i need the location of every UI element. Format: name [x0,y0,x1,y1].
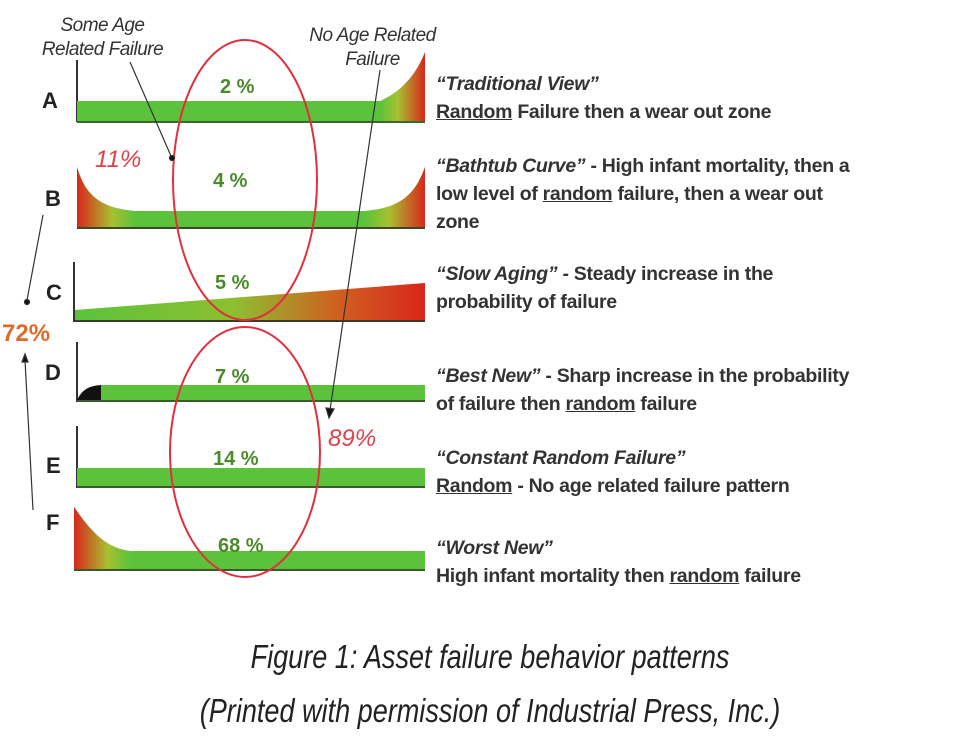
pattern-d-curve [76,342,425,402]
pattern-letter-d: D [45,360,61,385]
desc-segment: failure, then a wear out [612,183,823,205]
pattern-description-a: “Traditional View” Random Failure then a… [436,70,771,126]
pattern-description-e: “Constant Random Failure” Random - No ag… [436,444,790,500]
pattern-description-d: “Best New” - Sharp increase in the proba… [436,362,849,418]
desc-segment: - No age related failure pattern [512,475,790,497]
desc-segment: random [669,565,740,587]
pattern-letter-c: C [46,280,62,305]
pattern-percent-e: 14 % [213,448,259,470]
desc-segment: low level of [436,183,543,205]
pattern-f-curve [74,507,425,571]
desc-segment: random [565,393,636,415]
pattern-description-b: “Bathtub Curve” - High infant mortality,… [436,152,850,236]
pattern-percent-c: 5 % [215,272,250,294]
pattern-description-f: “Worst New” High infant mortality then r… [436,534,801,590]
desc-segment: Random [436,101,513,123]
annotation-line: Failure [345,49,400,70]
pattern-letter-e: E [46,453,61,478]
age-related-percent: 11% [95,146,142,173]
pattern-description-c: “Slow Aging” - Steady increase in the pr… [436,260,773,316]
annotation-arrows [21,61,381,511]
pattern-percent-f: 68 % [218,535,264,557]
pattern-e-curve [76,426,425,488]
desc-segment: - Sharp increase in the probability [540,365,850,387]
some-age-related-annotation: Some Age Related Failure [15,14,190,62]
no-age-related-percent: 89% [328,425,377,452]
desc-segment: “Traditional View” [436,73,599,95]
pattern-letter-f: F [46,510,60,535]
pattern-percent-a: 2 % [220,76,255,98]
pattern-letter-b: B [45,186,61,211]
desc-segment: probability of failure [436,291,617,313]
figure-caption: Figure 1: Asset failure behavior pattern… [250,638,730,675]
desc-segment: “Constant Random Failure” [436,447,686,469]
desc-segment: “Worst New” [436,537,553,559]
pattern-c-curve [73,262,425,322]
desc-segment: failure [739,565,801,587]
pattern-percent-d: 7 % [215,366,250,388]
figure-credit: (Printed with permission of Industrial P… [199,692,781,729]
b-to-f-percent: 72% [2,320,51,347]
pattern-percent-b: 4 % [213,170,248,192]
annotation-line: Some Age [60,15,145,36]
annotation-line: Related Failure [41,39,164,60]
desc-segment: random [542,183,613,205]
annotation-line: No Age Related [309,25,436,46]
desc-segment: Failure then a wear out zone [512,101,772,123]
desc-segment: failure [635,393,697,415]
pattern-letter-a: A [42,88,58,113]
desc-segment: of failure then [436,393,566,415]
desc-segment: - Steady increase in the [557,263,774,285]
desc-segment: “Bathtub Curve” [436,155,586,177]
no-age-related-ellipse [169,326,321,578]
no-age-related-annotation: No Age Related Failure [285,24,460,72]
desc-segment: - High infant mortality, then a [585,155,850,177]
desc-segment: zone [436,211,480,233]
desc-segment: High infant mortality then [436,565,670,587]
desc-segment: “Slow Aging” [436,263,558,285]
pattern-b-curve [77,167,425,229]
age-related-ellipse [172,39,318,321]
desc-segment: “Best New” [436,365,541,387]
desc-segment: Random [436,475,513,497]
